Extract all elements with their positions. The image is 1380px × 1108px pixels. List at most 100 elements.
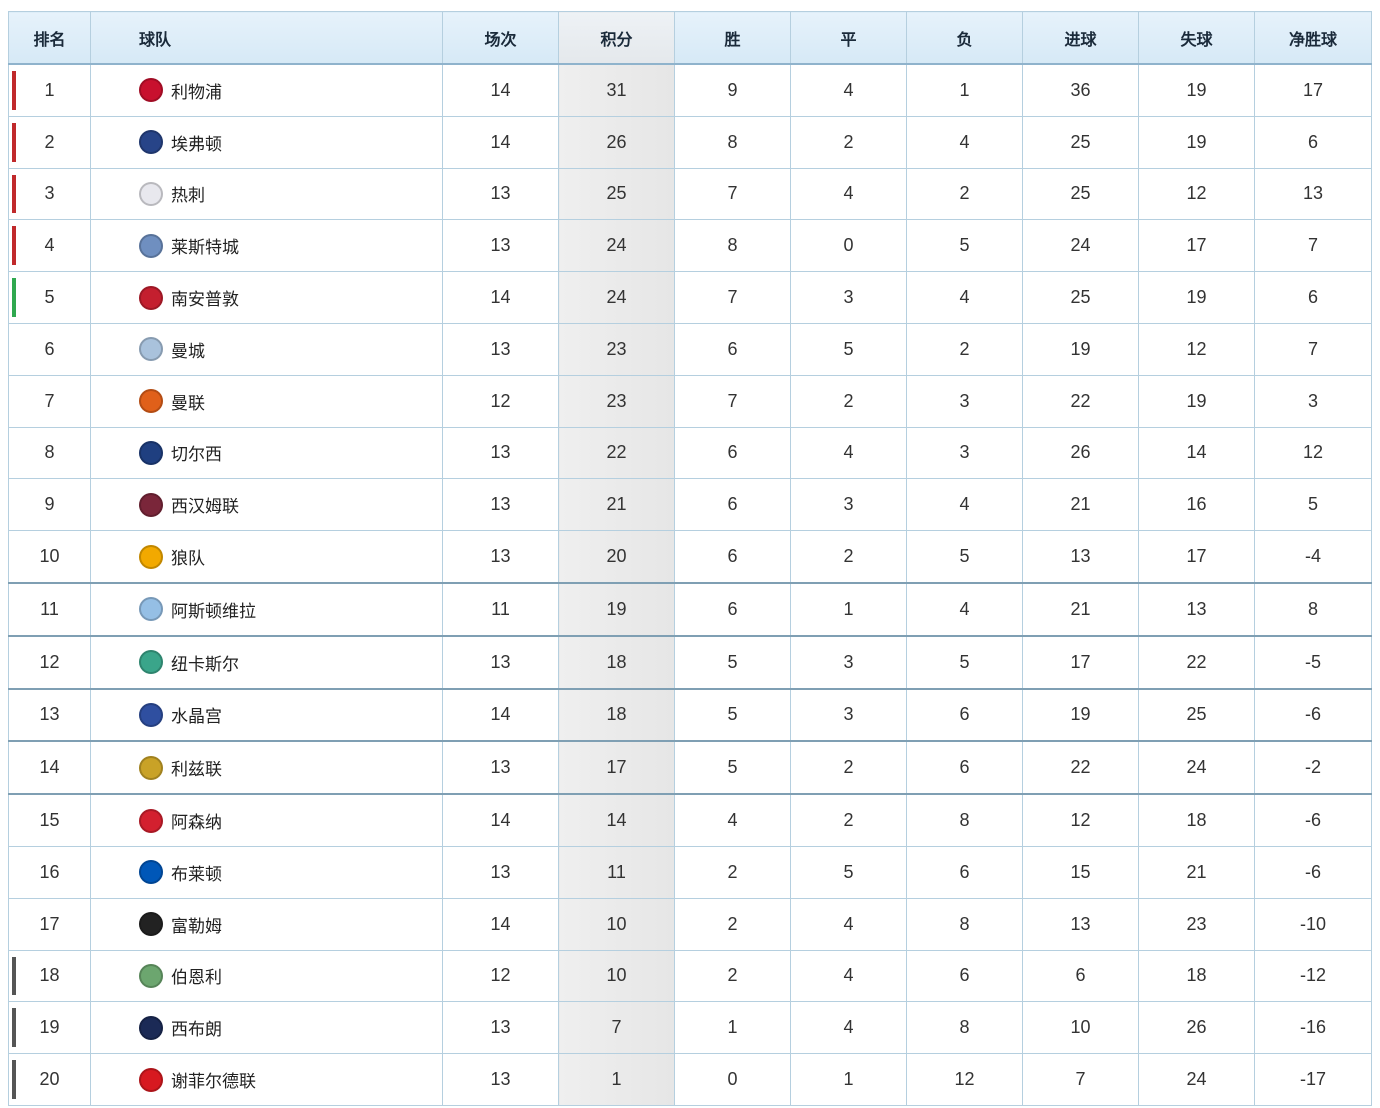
- header-goal-difference[interactable]: 净胜球: [1254, 11, 1372, 65]
- team-cell[interactable]: 布莱顿: [90, 845, 443, 899]
- lost-cell: 8: [906, 793, 1023, 847]
- played-cell: 12: [442, 949, 559, 1003]
- team-name[interactable]: 富勒姆: [171, 916, 222, 937]
- team-cell[interactable]: 热刺: [90, 167, 443, 221]
- drawn-cell: 2: [790, 115, 907, 169]
- table-row[interactable]: 8 切尔西 13 22 6 4 3 26 14 12: [8, 426, 1372, 480]
- header-drawn[interactable]: 平: [790, 11, 907, 65]
- played-cell: 13: [442, 167, 559, 221]
- team-name[interactable]: 南安普敦: [171, 290, 239, 311]
- team-cell[interactable]: 西汉姆联: [90, 478, 443, 532]
- played-cell: 14: [442, 793, 559, 847]
- team-name[interactable]: 阿斯顿维拉: [171, 601, 256, 622]
- table-row[interactable]: 5 南安普敦 14 24 7 3 4 25 19 6: [8, 271, 1372, 324]
- team-cell[interactable]: 莱斯特城: [90, 219, 443, 273]
- team-cell[interactable]: 阿森纳: [90, 793, 443, 847]
- team-name[interactable]: 纽卡斯尔: [171, 654, 239, 675]
- table-row[interactable]: 15 阿森纳 14 14 4 2 8 12 18 -6: [8, 793, 1372, 847]
- team-cell[interactable]: 切尔西: [90, 426, 443, 480]
- table-row[interactable]: 20 谢菲尔德联 13 1 0 1 12 7 24 -17: [8, 1053, 1372, 1106]
- standings-table: 排名 球队 场次 积分 胜 平 负 进球 失球 净胜球 1 利物浦 14 31 9 4 1 3…: [8, 11, 1372, 1106]
- team-cell[interactable]: 利兹联: [90, 740, 443, 796]
- table-row[interactable]: 18 伯恩利 12 10 2 4 6 6 18 -12: [8, 949, 1372, 1003]
- table-row[interactable]: 1 利物浦 14 31 9 4 1 36 19 17: [8, 63, 1372, 117]
- won-cell: 7: [674, 271, 791, 324]
- drawn-cell: 3: [790, 478, 907, 532]
- table-row[interactable]: 19 西布朗 13 7 1 4 8 10 26 -16: [8, 1001, 1372, 1055]
- team-cell[interactable]: 利物浦: [90, 63, 443, 117]
- team-name[interactable]: 伯恩利: [171, 968, 222, 989]
- goal-difference-cell: -10: [1254, 897, 1372, 951]
- team-name[interactable]: 狼队: [171, 549, 205, 570]
- team-cell[interactable]: 曼联: [90, 374, 443, 428]
- table-row[interactable]: 4 莱斯特城 13 24 8 0 5 24 17 7: [8, 219, 1372, 273]
- table-row[interactable]: 17 富勒姆 14 10 2 4 8 13 23 -10: [8, 897, 1372, 951]
- team-cell[interactable]: 富勒姆: [90, 897, 443, 951]
- rank-cell: 1: [8, 63, 91, 117]
- goals-against-cell: 18: [1138, 949, 1255, 1003]
- team-cell[interactable]: 谢菲尔德联: [90, 1053, 443, 1106]
- zone-marker: [12, 122, 16, 162]
- team-cell[interactable]: 埃弗顿: [90, 115, 443, 169]
- table-row[interactable]: 10 狼队 13 20 6 2 5 13 17 -4: [8, 530, 1372, 584]
- team-cell[interactable]: 狼队: [90, 530, 443, 584]
- team-cell[interactable]: 伯恩利: [90, 949, 443, 1003]
- goals-for-cell: 19: [1022, 688, 1139, 743]
- team-name[interactable]: 利物浦: [171, 82, 222, 103]
- table-row[interactable]: 6 曼城 13 23 6 5 2 19 12 7: [8, 322, 1372, 376]
- team-name[interactable]: 曼城: [171, 341, 205, 362]
- header-goals-against[interactable]: 失球: [1138, 11, 1255, 65]
- won-cell: 6: [674, 426, 791, 480]
- team-badge-icon: [139, 860, 163, 885]
- team-name[interactable]: 曼联: [171, 393, 205, 414]
- drawn-cell: 1: [790, 1053, 907, 1106]
- goals-against-cell: 12: [1138, 322, 1255, 376]
- team-cell[interactable]: 水晶宫: [90, 688, 443, 743]
- goals-against-cell: 12: [1138, 167, 1255, 221]
- table-row[interactable]: 3 热刺 13 25 7 4 2 25 12 13: [8, 167, 1372, 221]
- table-row[interactable]: 2 埃弗顿 14 26 8 2 4 25 19 6: [8, 115, 1372, 169]
- team-name[interactable]: 西汉姆联: [171, 497, 239, 518]
- table-row[interactable]: 9 西汉姆联 13 21 6 3 4 21 16 5: [8, 478, 1372, 532]
- header-played[interactable]: 场次: [442, 11, 559, 65]
- goal-difference-cell: 7: [1254, 322, 1372, 376]
- won-cell: 6: [674, 478, 791, 532]
- team-name[interactable]: 切尔西: [171, 445, 222, 466]
- rank-value: 12: [39, 651, 60, 672]
- table-row[interactable]: 14 利兹联 13 17 5 2 6 22 24 -2: [8, 740, 1372, 796]
- team-cell[interactable]: 南安普敦: [90, 271, 443, 324]
- header-team[interactable]: 球队: [90, 11, 443, 65]
- team-name[interactable]: 水晶宫: [171, 707, 222, 728]
- header-rank[interactable]: 排名: [8, 11, 91, 65]
- won-cell: 6: [674, 530, 791, 584]
- team-cell[interactable]: 阿斯顿维拉: [90, 582, 443, 637]
- team-name[interactable]: 利兹联: [171, 760, 222, 781]
- team-cell[interactable]: 西布朗: [90, 1001, 443, 1055]
- table-row[interactable]: 7 曼联 12 23 7 2 3 22 19 3: [8, 374, 1372, 428]
- rank-cell: 10: [8, 530, 91, 584]
- table-row[interactable]: 11 阿斯顿维拉 11 19 6 1 4 21 13 8: [8, 582, 1372, 637]
- lost-cell: 2: [906, 167, 1023, 221]
- points-cell: 1: [558, 1053, 675, 1106]
- header-points[interactable]: 积分: [558, 11, 675, 65]
- header-won[interactable]: 胜: [674, 11, 791, 65]
- team-name[interactable]: 莱斯特城: [171, 238, 239, 259]
- table-row[interactable]: 13 水晶宫 14 18 5 3 6 19 25 -6: [8, 688, 1372, 743]
- header-goals-for[interactable]: 进球: [1022, 11, 1139, 65]
- table-row[interactable]: 12 纽卡斯尔 13 18 5 3 5 17 22 -5: [8, 635, 1372, 690]
- goals-against-cell: 16: [1138, 478, 1255, 532]
- rank-value: 14: [39, 757, 60, 778]
- team-name[interactable]: 谢菲尔德联: [171, 1072, 256, 1093]
- team-name[interactable]: 阿森纳: [171, 813, 222, 834]
- table-row[interactable]: 16 布莱顿 13 11 2 5 6 15 21 -6: [8, 845, 1372, 899]
- team-cell[interactable]: 纽卡斯尔: [90, 635, 443, 690]
- team-name[interactable]: 热刺: [171, 186, 205, 207]
- team-name[interactable]: 埃弗顿: [171, 134, 222, 155]
- header-lost[interactable]: 负: [906, 11, 1023, 65]
- team-name[interactable]: 西布朗: [171, 1020, 222, 1041]
- team-cell[interactable]: 曼城: [90, 322, 443, 376]
- team-badge-icon: [139, 233, 163, 258]
- rank-value: 3: [44, 183, 55, 204]
- team-badge-icon: [139, 702, 163, 727]
- team-name[interactable]: 布莱顿: [171, 864, 222, 885]
